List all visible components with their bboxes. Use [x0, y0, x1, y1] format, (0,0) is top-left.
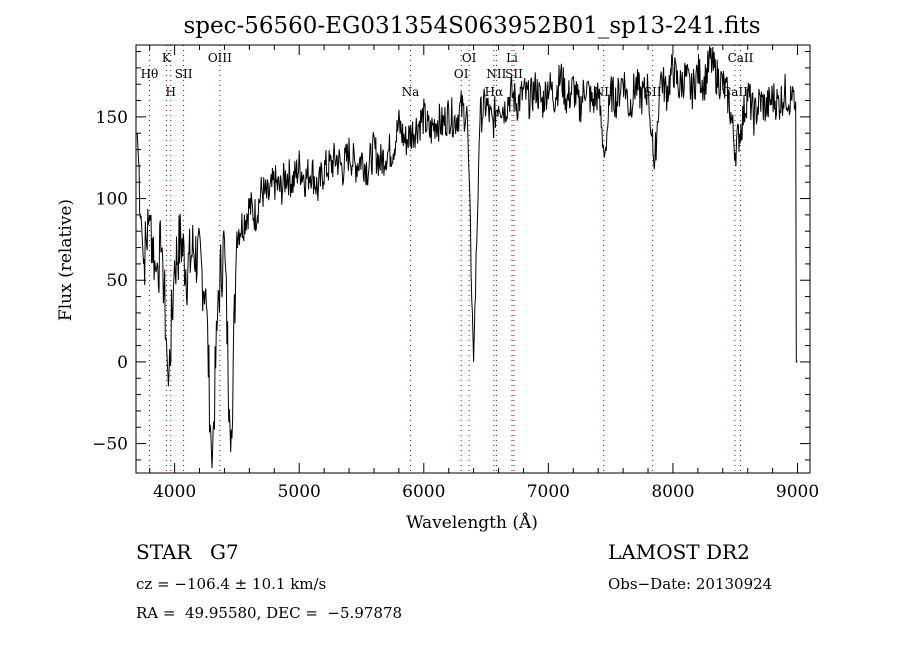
x-tick-label: 4000 — [153, 482, 196, 502]
spectral-line-label: OIII — [208, 51, 232, 65]
spectral-line-label: Na — [402, 85, 420, 99]
plot-frame — [135, 44, 811, 474]
redshift-text: cz = −106.4 ± 10.1 km/s — [136, 575, 327, 593]
y-tick-label: 100 — [96, 190, 128, 210]
survey-name: LAMOST DR2 — [608, 540, 750, 564]
spectral-line-label: K — [162, 51, 172, 65]
spectral-line-label: Li — [506, 51, 518, 65]
y-tick-label: 0 — [117, 353, 128, 373]
y-axis-label: Flux (relative) — [56, 199, 76, 321]
x-tick-label: 8000 — [651, 482, 694, 502]
chart-title: spec-56560-EG031354S063952B01_sp13-241.f… — [183, 13, 760, 39]
x-tick-label: 7000 — [527, 482, 570, 502]
obs-date: Obs−Date: 20130924 — [608, 575, 773, 593]
x-axis-label: Wavelength (Å) — [406, 512, 538, 533]
y-tick-label: 150 — [96, 108, 128, 128]
coordinates: RA = 49.95580, DEC = −5.97878 — [136, 604, 403, 622]
spectral-line-label: CaII — [728, 51, 754, 65]
x-tick-label: 6000 — [402, 482, 445, 502]
spectrum-line — [136, 46, 798, 469]
spectral-line-label: OI — [454, 67, 469, 81]
spectral-line-label: Hθ — [141, 67, 159, 81]
y-tick-label: −50 — [92, 435, 128, 455]
x-tick-label: 9000 — [776, 482, 819, 502]
spectral-line-label: NII — [486, 67, 506, 81]
spectral-line-label: OI — [462, 51, 477, 65]
spectral-subclass: G7 — [210, 540, 239, 564]
spectral-line-label: H — [166, 85, 176, 99]
spectral-line-label: SII — [505, 67, 523, 81]
y-tick-label: 50 — [106, 271, 128, 291]
spectral-line-label: Hα — [485, 85, 504, 99]
spectral-line-label: SII — [175, 67, 193, 81]
x-tick-label: 5000 — [278, 482, 321, 502]
object-class: STAR — [136, 540, 192, 564]
